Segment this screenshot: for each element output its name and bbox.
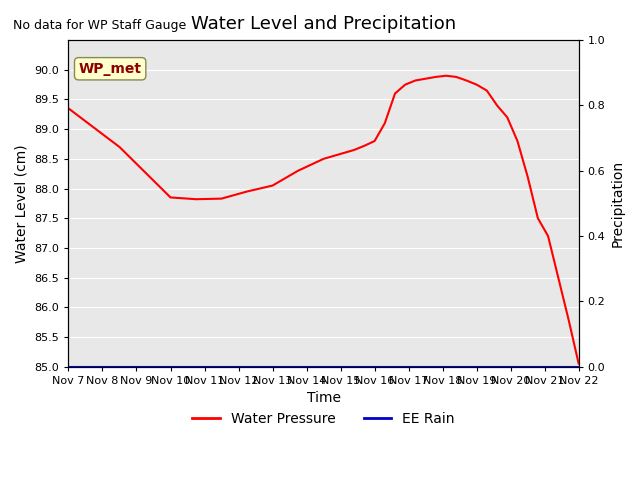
Text: No data for WP Staff Gauge: No data for WP Staff Gauge (13, 19, 186, 32)
Text: WP_met: WP_met (79, 62, 141, 76)
X-axis label: Time: Time (307, 391, 340, 405)
Legend: Water Pressure, EE Rain: Water Pressure, EE Rain (187, 407, 461, 432)
Title: Water Level and Precipitation: Water Level and Precipitation (191, 15, 456, 33)
Y-axis label: Water Level (cm): Water Level (cm) (15, 144, 29, 263)
Y-axis label: Precipitation: Precipitation (611, 160, 625, 247)
